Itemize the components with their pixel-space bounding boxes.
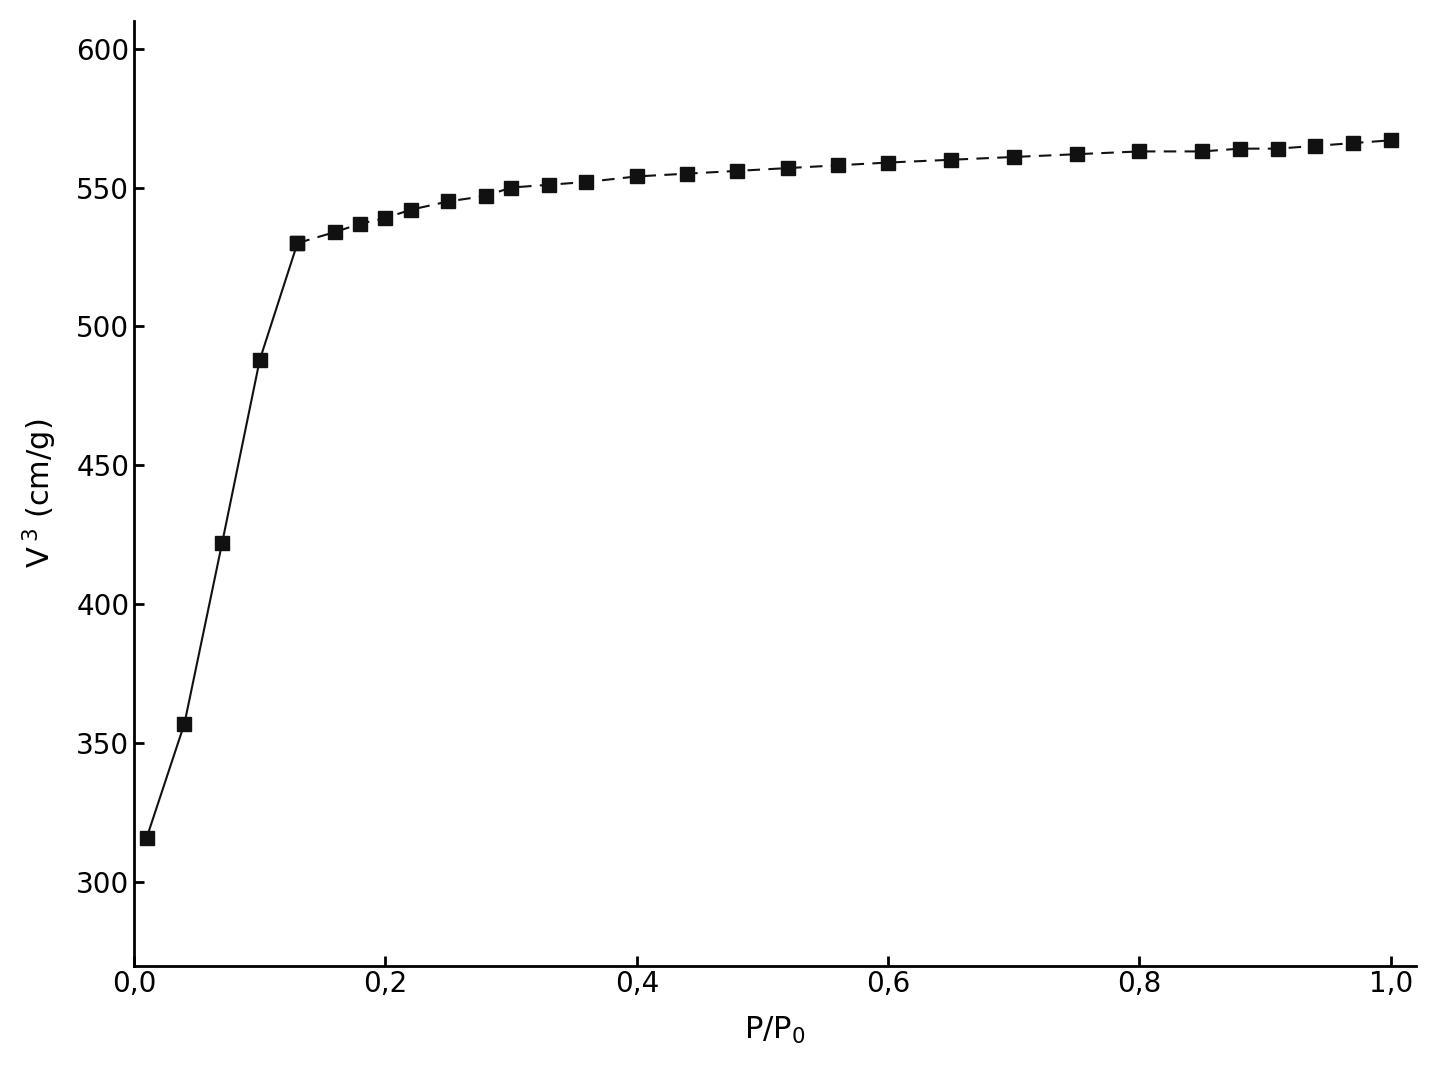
X-axis label: P/P$_0$: P/P$_0$ xyxy=(744,1015,806,1046)
Y-axis label: V$\,^3$ (cm/g): V$\,^3$ (cm/g) xyxy=(20,418,59,568)
